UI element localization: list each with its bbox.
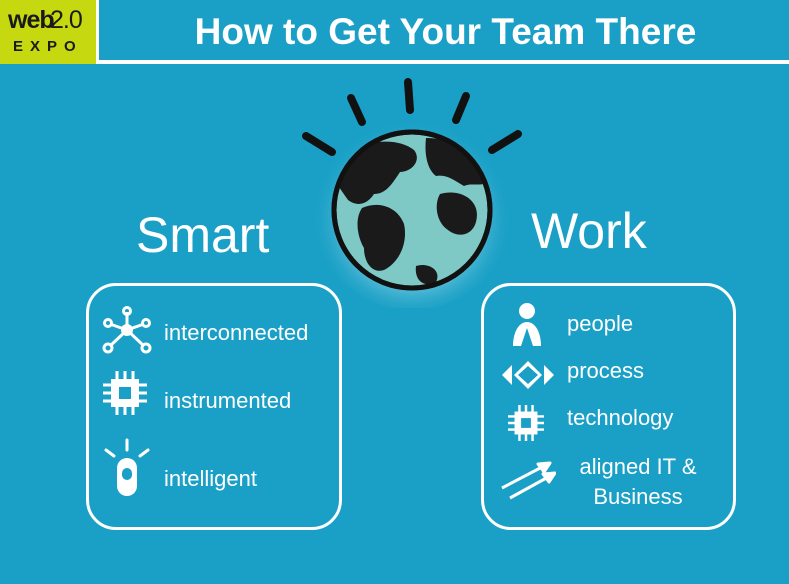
logo-expo-text: EXPO xyxy=(13,38,83,55)
smart-panel xyxy=(86,283,342,530)
smart-item-intelligent: intelligent xyxy=(164,466,257,491)
chip-icon xyxy=(103,371,147,415)
work-heading: Work xyxy=(531,203,647,259)
page-title: How to Get Your Team There xyxy=(194,11,697,52)
process-flow-icon xyxy=(502,361,554,389)
lightbulb-icon xyxy=(104,438,150,496)
chip-icon xyxy=(508,405,544,441)
arrows-icon xyxy=(501,461,556,500)
globe-rays xyxy=(302,78,522,156)
work-item-aligned-line2: Business xyxy=(593,484,683,509)
web20-expo-logo: web 2.0 EXPO xyxy=(0,0,99,64)
work-item-aligned: aligned IT & Business xyxy=(566,452,710,512)
work-item-technology: technology xyxy=(567,405,674,430)
smart-item-interconnected: interconnected xyxy=(164,320,309,345)
work-item-people: people xyxy=(567,311,634,336)
person-icon xyxy=(513,303,541,346)
network-icon xyxy=(102,306,152,354)
header-bar: web 2.0 EXPO How to Get Your Team There xyxy=(0,0,789,64)
work-item-aligned-line1: aligned IT & xyxy=(579,454,697,479)
smart-heading: Smart xyxy=(136,207,270,263)
smart-planet-globe-icon xyxy=(302,78,522,308)
logo-version-text: 2.0 xyxy=(50,6,83,34)
logo-web-text: web xyxy=(8,6,55,34)
work-panel xyxy=(481,283,736,530)
work-item-process: process xyxy=(567,358,645,383)
smart-item-instrumented: instrumented xyxy=(164,388,292,413)
